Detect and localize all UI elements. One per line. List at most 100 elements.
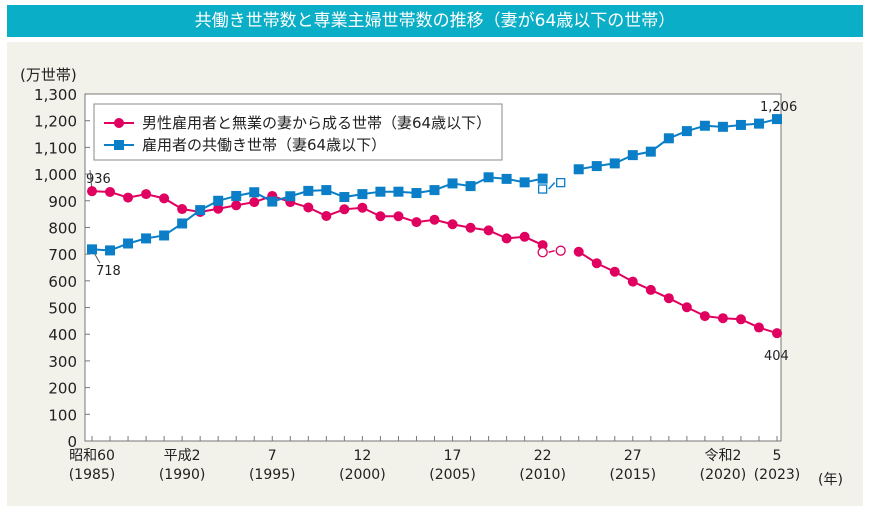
label-red-start: 936	[86, 172, 111, 187]
data-point-dual-income	[717, 121, 728, 132]
data-point-dual-income	[285, 191, 296, 202]
x-axis-unit: (年)	[818, 472, 843, 488]
data-point-dual-income	[681, 126, 692, 137]
legend-marker-single-earner	[114, 118, 124, 128]
data-point-dual-income	[447, 178, 458, 189]
data-point-single-earner	[411, 217, 422, 228]
data-point-single-earner	[249, 197, 260, 208]
x-tick-label: 平成2	[164, 448, 201, 464]
x-tick-label: 17	[444, 448, 462, 464]
reference-point-single-earner	[537, 247, 548, 258]
reference-line-single-earner	[548, 249, 555, 254]
data-point-single-earner	[213, 203, 224, 214]
data-point-dual-income	[699, 120, 710, 131]
y-tick-label: 100	[48, 406, 77, 424]
data-point-dual-income	[627, 150, 638, 161]
data-point-single-earner	[177, 204, 188, 215]
data-point-single-earner	[753, 322, 764, 333]
data-point-single-earner	[519, 231, 530, 242]
data-point-single-earner	[141, 189, 152, 200]
data-point-single-earner	[231, 200, 242, 211]
y-tick-label: 1,200	[34, 113, 77, 131]
x-tick-label-year: (1990)	[159, 467, 206, 483]
data-point-dual-income	[213, 195, 224, 206]
data-point-single-earner	[393, 211, 404, 222]
data-point-single-earner	[447, 219, 458, 230]
x-tick-label-year: (2005)	[429, 467, 476, 483]
y-tick-label: 800	[48, 219, 77, 237]
x-tick-label-year: (2000)	[339, 467, 386, 483]
data-point-single-earner	[375, 211, 386, 222]
x-tick-label-year: (2015)	[610, 467, 657, 483]
x-tick-label-year: (1985)	[69, 467, 116, 483]
legend-box	[93, 103, 503, 161]
chart-title: 共働き世帯数と専業主婦世帯数の推移（妻が64歳以下の世帯）	[7, 5, 863, 37]
data-point-dual-income	[609, 158, 620, 169]
y-tick-label: 500	[48, 300, 77, 318]
data-point-single-earner	[663, 293, 674, 304]
label-blue-start: 718	[96, 264, 121, 279]
x-tick-label: 令和2	[704, 448, 741, 464]
y-tick-label: 1,000	[34, 166, 77, 184]
data-point-single-earner	[501, 233, 512, 244]
y-tick-label: 700	[48, 246, 77, 264]
data-point-single-earner	[321, 210, 332, 221]
label-blue-end: 1,206	[760, 100, 797, 115]
data-point-dual-income	[591, 161, 602, 172]
data-point-dual-income	[411, 188, 422, 199]
x-tick-label: 昭和60	[69, 448, 115, 464]
label-red-end: 404	[764, 349, 789, 364]
data-point-single-earner	[123, 192, 134, 203]
data-point-dual-income	[465, 181, 476, 192]
data-point-dual-income	[87, 244, 97, 255]
reference-point-dual-income	[556, 177, 566, 188]
data-point-dual-income	[141, 233, 152, 244]
data-point-single-earner	[537, 240, 548, 251]
data-point-dual-income	[429, 185, 440, 196]
legend-label-dual-income: 雇用者の共働き世帯（妻64歳以下）	[142, 136, 386, 154]
data-point-dual-income	[573, 164, 584, 175]
data-point-single-earner	[87, 186, 97, 197]
data-point-single-earner	[573, 246, 584, 257]
data-point-single-earner	[159, 193, 170, 204]
data-point-dual-income	[519, 177, 530, 188]
data-point-dual-income	[663, 133, 674, 144]
data-point-single-earner	[591, 258, 602, 269]
data-point-single-earner	[465, 222, 476, 233]
x-tick-label-year: (2020)	[700, 467, 747, 483]
data-point-single-earner	[105, 186, 116, 197]
data-point-single-earner	[699, 311, 710, 322]
data-point-dual-income	[393, 186, 404, 197]
legend: 男性雇用者と無業の妻から成る世帯（妻64歳以下） 雇用者の共働き世帯（妻64歳以…	[93, 103, 503, 161]
data-point-dual-income	[249, 187, 260, 198]
y-tick-label: 900	[48, 193, 77, 211]
x-tick-label-year: (1995)	[249, 467, 296, 483]
data-point-single-earner	[772, 328, 782, 339]
data-point-single-earner	[339, 204, 350, 215]
data-point-single-earner	[627, 276, 638, 287]
x-tick-label: 7	[268, 448, 277, 464]
data-point-single-earner	[609, 266, 620, 277]
y-tick-label: 0	[67, 433, 77, 451]
data-point-single-earner	[717, 313, 728, 324]
data-point-dual-income	[483, 172, 494, 183]
data-point-dual-income	[645, 146, 656, 157]
data-point-dual-income	[501, 173, 512, 184]
x-tick-label: 22	[534, 448, 552, 464]
data-point-dual-income	[159, 230, 170, 241]
data-point-dual-income	[105, 245, 116, 256]
data-point-dual-income	[753, 118, 764, 129]
reference-point-dual-income	[538, 184, 548, 194]
data-point-single-earner	[645, 284, 656, 295]
data-point-dual-income	[303, 185, 314, 196]
data-point-single-earner	[681, 302, 692, 313]
data-point-dual-income	[267, 196, 278, 207]
data-point-dual-income	[195, 205, 206, 216]
y-tick-label: 600	[48, 273, 77, 291]
data-point-single-earner	[303, 202, 314, 213]
y-axis-label: (万世帯)	[20, 66, 77, 84]
legend-marker-dual-income	[114, 140, 124, 150]
data-point-dual-income	[231, 190, 242, 201]
